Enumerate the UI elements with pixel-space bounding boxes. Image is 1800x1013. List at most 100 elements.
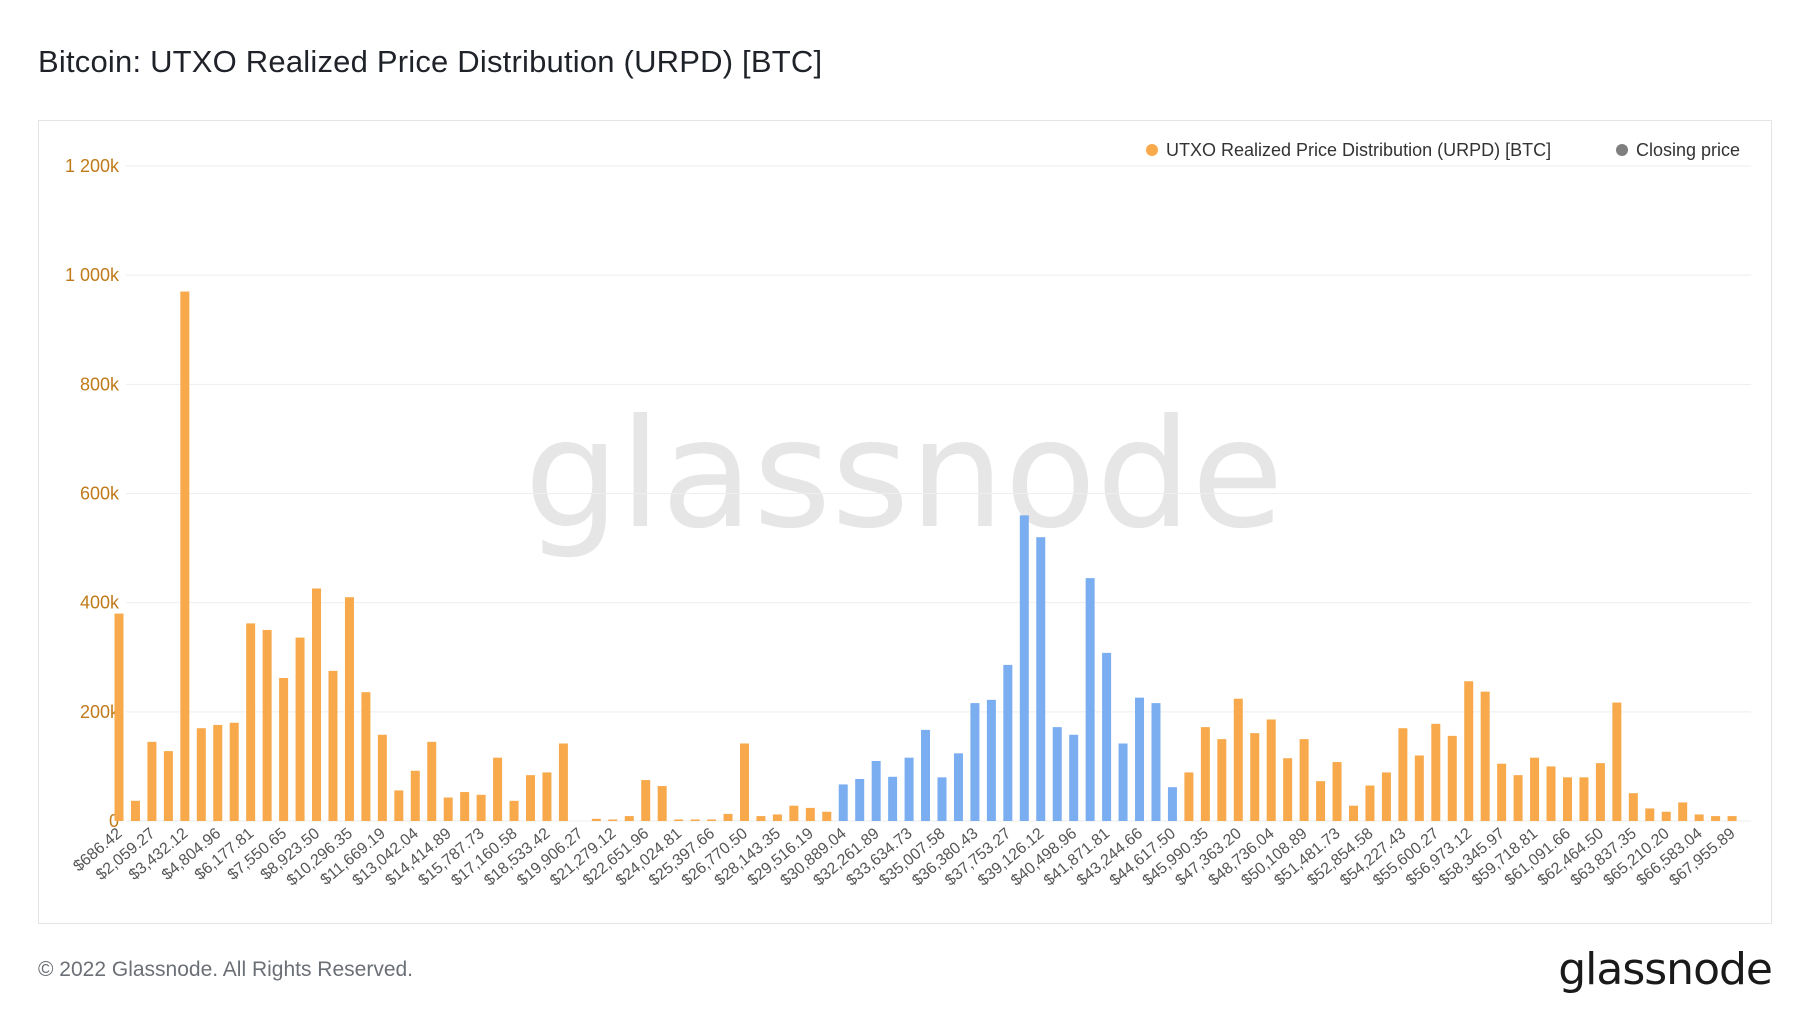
bar[interactable] — [558, 743, 568, 821]
bar[interactable] — [970, 703, 980, 821]
bar[interactable] — [1678, 802, 1688, 821]
bar[interactable] — [1381, 772, 1391, 821]
bar[interactable] — [608, 819, 618, 822]
bar[interactable] — [739, 743, 749, 821]
bar[interactable] — [1595, 763, 1605, 821]
bar[interactable] — [888, 776, 898, 821]
bar[interactable] — [1233, 698, 1243, 821]
bar[interactable] — [674, 819, 684, 822]
bar[interactable] — [953, 753, 963, 821]
bar[interactable] — [789, 805, 799, 821]
bar[interactable] — [1349, 805, 1358, 821]
bar[interactable] — [229, 722, 239, 821]
bar[interactable] — [1069, 734, 1079, 821]
bar[interactable] — [1102, 652, 1112, 821]
bar[interactable] — [756, 816, 766, 821]
bar[interactable] — [476, 794, 486, 821]
bar[interactable] — [921, 729, 931, 821]
legend-item-closing-price[interactable]: Closing price — [1616, 140, 1740, 160]
legend-item-urpd[interactable]: UTXO Realized Price Distribution (URPD) … — [1146, 140, 1551, 160]
glassnode-logo[interactable]: glassnode — [1558, 944, 1773, 995]
bar[interactable] — [641, 780, 651, 821]
bar[interactable] — [1167, 787, 1177, 821]
bar[interactable] — [937, 777, 947, 821]
bar[interactable] — [262, 629, 272, 821]
bar[interactable] — [838, 784, 848, 821]
bar[interactable] — [1562, 777, 1572, 821]
bar[interactable] — [904, 757, 914, 821]
bar[interactable] — [1480, 691, 1490, 821]
bar[interactable] — [542, 772, 552, 821]
bar[interactable] — [657, 786, 667, 821]
bar[interactable] — [180, 291, 190, 821]
bar[interactable] — [328, 670, 338, 821]
bar[interactable] — [1019, 515, 1029, 821]
bar[interactable] — [246, 623, 256, 821]
bar[interactable] — [1085, 578, 1095, 821]
bar[interactable] — [196, 728, 206, 821]
bar[interactable] — [1250, 733, 1260, 821]
bar[interactable] — [279, 677, 289, 821]
bar[interactable] — [1464, 681, 1474, 821]
bar[interactable] — [460, 792, 470, 821]
bar[interactable] — [805, 807, 815, 821]
bar[interactable] — [410, 770, 420, 821]
bar[interactable] — [1694, 814, 1704, 821]
bar[interactable] — [1316, 781, 1326, 821]
bar[interactable] — [1497, 763, 1507, 821]
bar[interactable] — [1398, 728, 1408, 821]
bar[interactable] — [394, 790, 404, 821]
bar[interactable] — [1184, 772, 1194, 821]
bar[interactable] — [986, 699, 996, 821]
bar[interactable] — [1628, 793, 1638, 821]
bar[interactable] — [1003, 664, 1013, 821]
bar[interactable] — [1299, 739, 1309, 822]
bar[interactable] — [443, 797, 453, 821]
bar[interactable] — [361, 692, 371, 821]
bar[interactable] — [377, 734, 387, 821]
bar[interactable] — [1052, 727, 1062, 821]
bar[interactable] — [1135, 697, 1145, 821]
bar[interactable] — [493, 757, 503, 821]
bar[interactable] — [1579, 777, 1589, 821]
bar[interactable] — [509, 800, 519, 821]
bar[interactable] — [1661, 811, 1671, 821]
bar[interactable] — [1365, 785, 1375, 821]
bar[interactable] — [1151, 703, 1161, 821]
bar[interactable] — [344, 597, 354, 821]
bar[interactable] — [1530, 757, 1540, 821]
bar[interactable] — [213, 724, 223, 821]
bar[interactable] — [871, 760, 881, 821]
bar[interactable] — [1332, 762, 1342, 821]
bar[interactable] — [1431, 723, 1441, 821]
bar[interactable] — [114, 613, 124, 821]
bar[interactable] — [147, 741, 157, 821]
bar[interactable] — [1546, 766, 1556, 821]
bar[interactable] — [1036, 537, 1046, 821]
bar[interactable] — [1645, 808, 1655, 821]
bar[interactable] — [1612, 702, 1622, 821]
bar[interactable] — [723, 813, 733, 821]
bar[interactable] — [1414, 755, 1424, 822]
bar[interactable] — [163, 751, 173, 821]
bar[interactable] — [1118, 743, 1128, 821]
bar[interactable] — [1513, 775, 1523, 821]
bar[interactable] — [1447, 735, 1457, 821]
bar[interactable] — [591, 818, 601, 821]
bar[interactable] — [690, 819, 700, 822]
bar[interactable] — [855, 778, 865, 821]
bar[interactable] — [427, 741, 437, 821]
bar[interactable] — [1200, 727, 1210, 821]
bar[interactable] — [312, 588, 322, 821]
bar[interactable] — [130, 800, 140, 821]
bar[interactable] — [822, 811, 832, 821]
bar[interactable] — [1283, 758, 1293, 821]
bar[interactable] — [1727, 816, 1737, 821]
bar[interactable] — [772, 814, 782, 821]
bar[interactable] — [707, 819, 717, 822]
bar[interactable] — [1711, 816, 1721, 821]
bar[interactable] — [295, 637, 305, 821]
bar[interactable] — [1266, 719, 1276, 821]
bar[interactable] — [624, 816, 634, 821]
bar[interactable] — [1217, 739, 1227, 822]
